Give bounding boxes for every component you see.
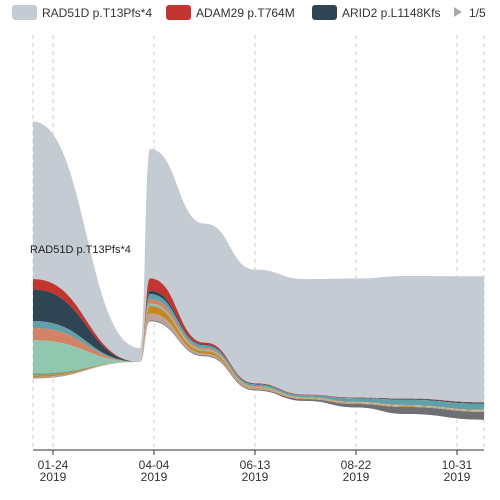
legend-swatch-rad51d	[12, 5, 37, 20]
stream-layer-3[interactable]	[33, 289, 484, 404]
legend-prev-page-icon[interactable]	[454, 7, 462, 17]
legend-page-indicator: 1/5	[469, 6, 486, 20]
legend-label-arid2: ARID2 p.L1148Kfs	[342, 6, 441, 20]
x-tick-label-year: 2019	[40, 470, 67, 484]
series-label: RAD51D p.T13Pfs*4	[30, 244, 131, 256]
legend-label-adam29: ADAM29 p.T764M	[196, 6, 295, 20]
x-tick-label-date: 10-31	[442, 458, 473, 472]
x-tick-label-date: 04-04	[139, 458, 170, 472]
legend-item-arid2[interactable]: ARID2 p.L1148Kfs	[312, 5, 441, 20]
stream-layer-2[interactable]	[33, 278, 484, 403]
x-tick-label-year: 2019	[242, 470, 269, 484]
legend-swatch-arid2	[312, 5, 337, 20]
x-tick-label-year: 2019	[343, 470, 370, 484]
legend-item-adam29[interactable]: ADAM29 p.T764M	[166, 5, 295, 20]
stream-layer-1[interactable]	[33, 121, 484, 403]
x-tick-label-date: 01-24	[38, 458, 69, 472]
legend-label-rad51d: RAD51D p.T13Pfs*4	[42, 6, 152, 20]
x-tick-label-year: 2019	[444, 470, 471, 484]
x-axis-ticks: 01-24201904-04201906-13201908-22201910-3…	[38, 450, 473, 484]
x-tick-label-date: 06-13	[240, 458, 271, 472]
stream-layers	[33, 121, 484, 420]
legend-swatch-adam29	[166, 5, 191, 20]
x-tick-label-date: 08-22	[341, 458, 372, 472]
x-tick-label-year: 2019	[141, 470, 168, 484]
stream-layer-10[interactable]	[33, 320, 484, 420]
stream-layer-9[interactable]	[33, 313, 484, 412]
legend: RAD51D p.T13Pfs*4 ADAM29 p.T764M ARID2 p…	[12, 5, 486, 20]
legend-item-rad51d[interactable]: RAD51D p.T13Pfs*4	[12, 5, 152, 20]
